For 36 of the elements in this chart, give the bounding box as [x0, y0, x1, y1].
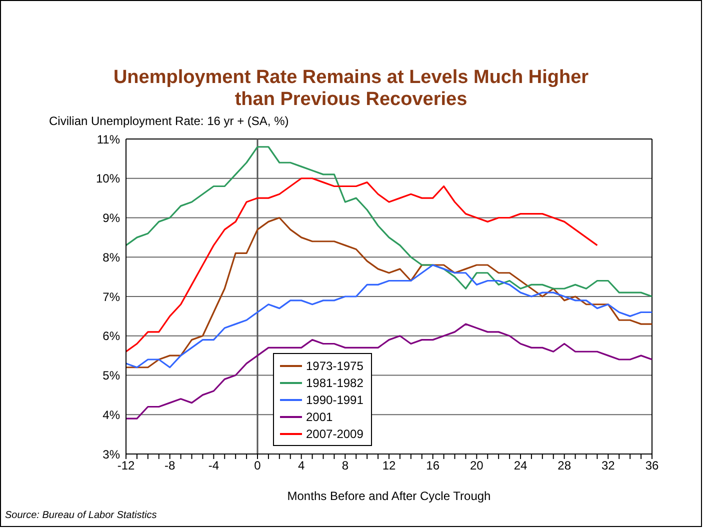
legend-label: 1981-1982: [306, 376, 364, 390]
x-tick-label: -4: [208, 458, 220, 473]
x-tick-label: 28: [558, 458, 572, 473]
x-tick-label: 16: [426, 458, 440, 473]
y-tick-label: 6%: [102, 329, 120, 344]
y-tick-label: 4%: [102, 408, 120, 422]
y-tick-label: 9%: [102, 211, 120, 226]
y-tick-label: 11%: [96, 132, 120, 146]
x-tick-label: 24: [514, 458, 528, 473]
x-tick-label: -8: [164, 458, 176, 473]
x-tick-label: 8: [342, 458, 349, 473]
line-series: [126, 178, 598, 352]
y-axis-title: Civilian Unemployment Rate: 16 yr + (SA, %): [49, 114, 289, 128]
x-axis-title: Months Before and After Cycle Trough: [286, 489, 492, 503]
line-series: [126, 323, 652, 420]
y-tick-label: 3%: [102, 447, 120, 462]
source-note: Source: Bureau of Labor Statistics: [5, 510, 157, 521]
y-tick-label: 8%: [102, 250, 120, 264]
x-tick-label: -12: [117, 458, 135, 473]
line-series: [126, 264, 652, 368]
line-series: [126, 146, 652, 298]
x-tick-label: 4: [298, 458, 305, 473]
legend-label: 2001: [306, 410, 333, 424]
x-tick-label: 20: [470, 458, 484, 473]
legend-label: 1990-1991: [306, 392, 364, 406]
x-tick-label: 32: [601, 458, 616, 473]
x-tick-label: 0: [254, 458, 262, 473]
line-series: [126, 216, 652, 368]
y-tick-label: 5%: [102, 368, 120, 383]
y-tick-label: 7%: [102, 290, 120, 304]
x-tick-label: 12: [382, 458, 396, 473]
y-tick-label: 10%: [96, 172, 120, 186]
chart-title: Unemployment Rate Remains at Levels Much Higher than Previous Recoveries: [112, 67, 590, 111]
legend-label: 1973-1975: [306, 358, 364, 372]
x-tick-label: 36: [645, 458, 659, 473]
legend-label: 2007-2009: [306, 426, 364, 440]
